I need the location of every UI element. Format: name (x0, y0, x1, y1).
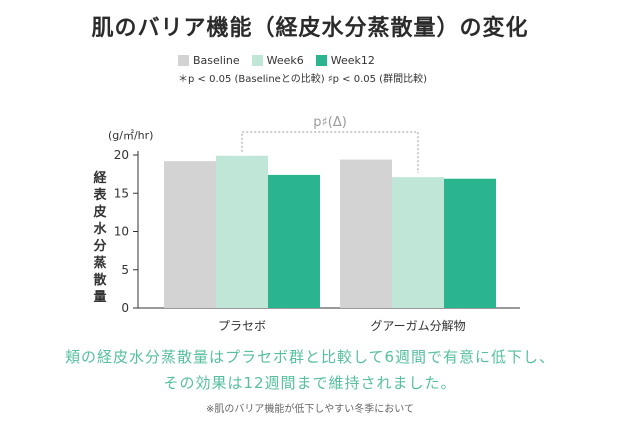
significance-note: ＊p < 0.05 (Baselineとの比較) ♯p < 0.05 (群間比較… (178, 74, 427, 85)
y-tick-label: 0 (121, 301, 129, 315)
bar-week6-0 (216, 155, 268, 308)
x-category-label: グアーガム分解物 (370, 319, 465, 333)
significance-annotation: p♯(Δ) (313, 115, 347, 130)
y-tick-label: 15 (114, 186, 129, 200)
y-tick-label: 5 (121, 263, 129, 277)
legend-item-week6: Week6 (251, 54, 304, 67)
footnote: ※肌のバリア機能が低下しやすい冬季において (206, 404, 414, 415)
legend-item-week12: Week12 (315, 54, 375, 67)
bar-baseline-1 (340, 159, 392, 308)
chart-title: 肌のバリア機能（経皮水分蒸散量）の変化 (91, 16, 529, 41)
legend-label-week6: Week6 (266, 54, 304, 67)
bar-week6-1 (392, 177, 444, 308)
y-axis-label-char: 経 (93, 170, 107, 186)
bar-week12-0 (268, 174, 320, 308)
y-axis-label-char: 表 (92, 187, 107, 203)
legend-swatch-week6 (251, 55, 263, 66)
legend-swatch-baseline (178, 55, 189, 66)
legend-label-week12: Week12 (330, 54, 375, 67)
significance-bracket (241, 131, 419, 174)
legend-item-baseline: Baseline (178, 54, 240, 67)
y-axis-label-char: 量 (93, 290, 106, 305)
y-tick-label: 20 (114, 148, 129, 162)
legend: Baseline Week6 Week12 (178, 54, 375, 67)
caption-line-2: その効果は12週間まで維持されました。 (163, 374, 457, 392)
y-axis-label-char: 水 (93, 221, 107, 237)
caption-line-1: 頬の経皮水分蒸散量はプラセボ群と比較して6週間で有意に低下し、 (64, 348, 556, 366)
y-unit-label: (g/㎡/hr) (108, 129, 153, 142)
y-axis-label-char: 分 (93, 238, 106, 254)
bar-week12-1 (444, 178, 496, 308)
legend-swatch-week12 (315, 55, 327, 66)
y-tick-label: 10 (114, 225, 129, 239)
y-axis-label-char: 蒸 (93, 255, 106, 271)
y-axis-label-char: 散 (93, 272, 107, 288)
bar-baseline-0 (164, 161, 216, 308)
y-axis-label-char: 皮 (92, 204, 106, 220)
x-category-label: プラセボ (218, 319, 266, 333)
legend-label-baseline: Baseline (193, 54, 240, 67)
